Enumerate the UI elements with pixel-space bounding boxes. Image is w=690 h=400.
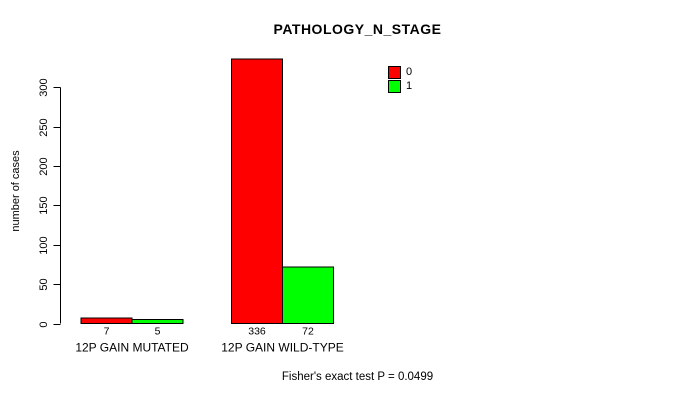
bar-value-label: 336: [248, 326, 266, 338]
category-label: 12P GAIN WILD-TYPE: [221, 341, 343, 355]
y-tick-label: 200: [38, 157, 50, 175]
bar-12p-gain-wild-type-series-0: [231, 58, 283, 325]
bar-value-label: 7: [104, 326, 110, 338]
legend-entry-1: 1: [388, 79, 413, 94]
legend-label: 1: [406, 79, 413, 92]
annotation-text: Fisher's exact test P = 0.0499: [281, 371, 434, 383]
y-tick-label: 0: [38, 321, 50, 327]
bar-value-label: 5: [155, 326, 161, 338]
y-tick-label: 150: [38, 196, 50, 214]
category-label: 12P GAIN MUTATED: [75, 341, 189, 355]
bar-12p-gain-mutated-series-1: [131, 319, 184, 325]
chart-title: PATHOLOGY_N_STAGE: [273, 21, 442, 37]
bar-12p-gain-wild-type-series-1: [282, 266, 334, 324]
legend-entry-0: 0: [388, 66, 412, 80]
y-tick-label: 300: [38, 78, 50, 96]
y-tick-label: 100: [38, 236, 50, 254]
y-tick-label: 50: [38, 278, 50, 290]
legend-label: 0: [406, 66, 413, 79]
bar-value-label: 72: [302, 326, 314, 338]
y-tick-label: 250: [38, 118, 50, 136]
bar-12p-gain-mutated-series-0: [80, 317, 133, 324]
legend-swatch-icon: [388, 79, 401, 93]
legend-swatch-icon: [388, 66, 401, 80]
